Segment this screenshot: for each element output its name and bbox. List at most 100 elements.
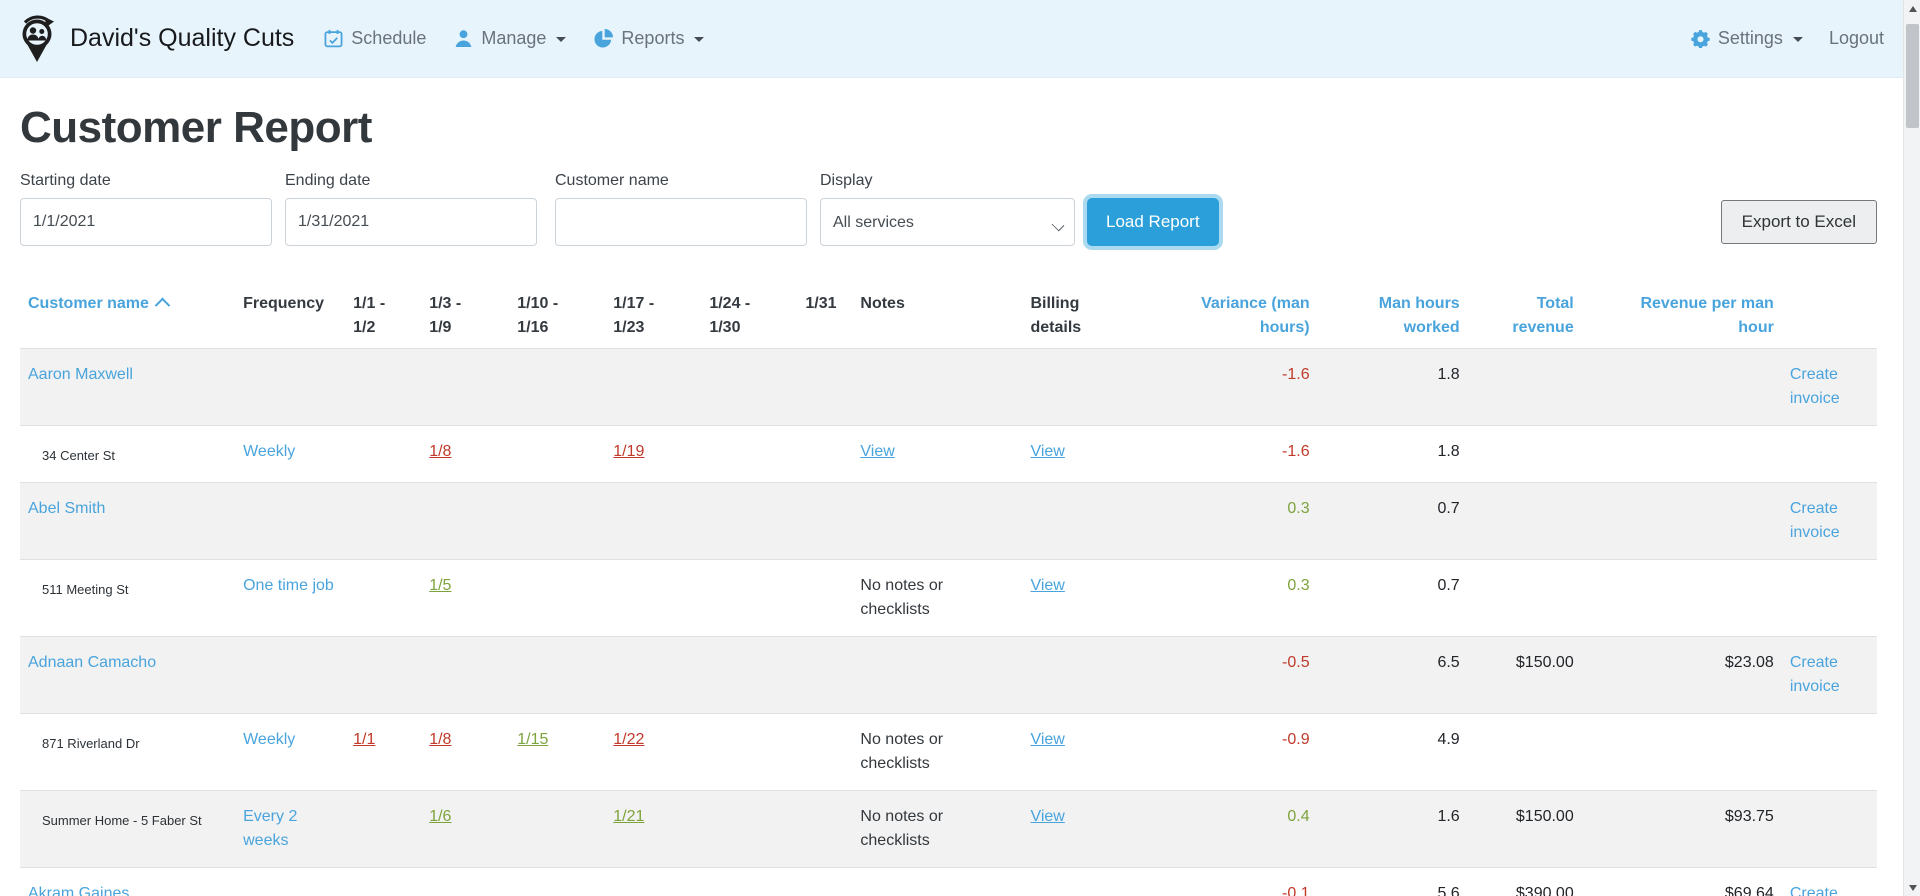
header-frequency: Frequency (243, 295, 325, 312)
cell-total-revenue (1467, 425, 1582, 483)
cell-week-1 (345, 348, 422, 426)
customer-name-link[interactable]: Aaron Maxwell (28, 366, 133, 383)
customer-name-link[interactable]: Abel Smith (28, 500, 106, 517)
variance-value: -1.6 (1282, 366, 1310, 383)
create-invoice-link[interactable]: Create invoice (1789, 885, 1838, 896)
visit-date-link[interactable]: 1/21 (613, 808, 645, 825)
cell-action (1781, 790, 1877, 868)
man-hours-value: 0.7 (1437, 577, 1460, 594)
nav-item-settings[interactable]: Settings (1691, 28, 1803, 49)
cell-week-1 (345, 559, 422, 637)
cell-man-hours: 0.7 (1317, 482, 1468, 560)
export-to-excel-button[interactable]: Export to Excel (1720, 200, 1877, 244)
billing-view-link[interactable]: View (1030, 443, 1065, 460)
frequency-link[interactable]: Every 2 weeks (243, 808, 298, 849)
visit-date-link[interactable]: 1/8 (429, 731, 452, 748)
scroll-up-arrow[interactable] (1904, 0, 1920, 17)
header-week-4: 1/17 - 1/23 (613, 295, 655, 336)
cell-notes: No notes or checklists (852, 559, 1023, 637)
cell-week-1: 1/1 (345, 713, 422, 791)
cell-week-6 (797, 867, 853, 896)
billing-view-link[interactable]: View (1030, 808, 1065, 825)
header-week-1: 1/1 - 1/2 (353, 295, 386, 336)
revenue-per-hour-value: $69.64 (1724, 885, 1774, 896)
cell-week-4 (605, 867, 702, 896)
cell-man-hours: 1.8 (1317, 348, 1468, 426)
create-invoice-link[interactable]: Create invoice (1789, 500, 1840, 541)
cell-week-5 (701, 713, 798, 791)
frequency-link[interactable]: Weekly (243, 731, 296, 748)
cell-week-2 (421, 348, 510, 426)
cell-week-4 (605, 348, 702, 426)
person-icon (456, 30, 472, 48)
nav-item-schedule[interactable]: Schedule (324, 28, 426, 49)
customer-name-input[interactable] (555, 198, 807, 246)
scroll-down-arrow[interactable] (1904, 879, 1920, 896)
cell-revenue-per-hour (1581, 425, 1782, 483)
load-report-button[interactable]: Load Report (1087, 198, 1219, 246)
customer-row: Aaron Maxwell -1.6 1.8 Create invoice (20, 348, 1877, 426)
property-name: 511 Meeting St (42, 582, 129, 597)
header-revenue-per-man-hour[interactable]: Revenue per man hour (1640, 295, 1774, 336)
nav-item-logout[interactable]: Logout (1829, 28, 1884, 49)
display-select[interactable]: All services (820, 198, 1075, 246)
cell-man-hours: 4.9 (1317, 713, 1468, 791)
page-scrollbar[interactable] (1903, 0, 1920, 896)
visit-date-link[interactable]: 1/8 (429, 443, 452, 460)
visit-date-link[interactable]: 1/15 (517, 731, 549, 748)
cell-notes: View (852, 425, 1023, 483)
cell-total-revenue (1467, 348, 1582, 426)
cell-frequency (235, 482, 346, 560)
nav-item-reports[interactable]: Reports (594, 28, 705, 49)
frequency-link[interactable]: One time job (243, 577, 334, 594)
create-invoice-link[interactable]: Create invoice (1789, 366, 1840, 407)
header-customer-name[interactable]: Customer name (20, 282, 235, 349)
cell-week-3 (509, 482, 606, 560)
header-man-hours-worked[interactable]: Man hours worked (1378, 295, 1460, 336)
brand[interactable]: David's Quality Cuts (16, 14, 294, 63)
visit-date-link[interactable]: 1/1 (353, 731, 376, 748)
man-hours-value: 6.5 (1437, 654, 1460, 671)
cell-week-3 (509, 790, 606, 868)
main-content: Customer Report Starting date Ending dat… (0, 98, 1920, 896)
filters-bar: Starting date Ending date Customer name … (20, 172, 1877, 246)
cell-variance: -1.6 (1122, 425, 1318, 483)
visit-date-link[interactable]: 1/22 (613, 731, 645, 748)
cell-notes (852, 482, 1023, 560)
visit-date-link[interactable]: 1/5 (429, 577, 452, 594)
cell-variance: 0.3 (1122, 482, 1318, 560)
frequency-link[interactable]: Weekly (243, 443, 296, 460)
cell-action (1781, 559, 1877, 637)
ending-date-input[interactable] (285, 198, 537, 246)
cell-week-6 (797, 713, 853, 791)
cell-man-hours: 1.6 (1317, 790, 1468, 868)
cell-week-1 (345, 425, 422, 483)
triangle-up-icon (1908, 5, 1917, 12)
cell-week-5 (701, 790, 798, 868)
customer-name-link[interactable]: Adnaan Camacho (28, 654, 157, 671)
header-total-revenue[interactable]: Total revenue (1512, 295, 1574, 336)
cell-week-2: 1/5 (421, 559, 510, 637)
billing-view-link[interactable]: View (1030, 731, 1065, 748)
billing-view-link[interactable]: View (1030, 577, 1065, 594)
cell-week-6 (797, 790, 853, 868)
customer-name-link[interactable]: Akram Gaines (28, 885, 130, 896)
visit-date-link[interactable]: 1/6 (429, 808, 452, 825)
header-variance[interactable]: Variance (man hours) (1201, 295, 1310, 336)
cell-revenue-per-hour: $93.75 (1581, 790, 1782, 868)
cell-total-revenue: $390.00 (1467, 867, 1582, 896)
chevron-down-icon (1792, 37, 1803, 42)
create-invoice-link[interactable]: Create invoice (1789, 654, 1840, 695)
nav-item-manage[interactable]: Manage (454, 28, 567, 49)
variance-value: -0.9 (1282, 731, 1310, 748)
cell-week-4 (605, 559, 702, 637)
cell-variance: -0.1 (1122, 867, 1318, 896)
property-row: Summer Home - 5 Faber St Every 2 weeks 1/6… (20, 790, 1877, 868)
visit-date-link[interactable]: 1/19 (613, 443, 645, 460)
cell-name: Aaron Maxwell (20, 348, 236, 426)
header-week-6: 1/31 (805, 295, 837, 312)
notes-view-link[interactable]: View (860, 443, 895, 460)
starting-date-input[interactable] (20, 198, 272, 246)
cell-revenue-per-hour: $69.64 (1581, 867, 1782, 896)
scrollbar-thumb[interactable] (1906, 24, 1919, 128)
